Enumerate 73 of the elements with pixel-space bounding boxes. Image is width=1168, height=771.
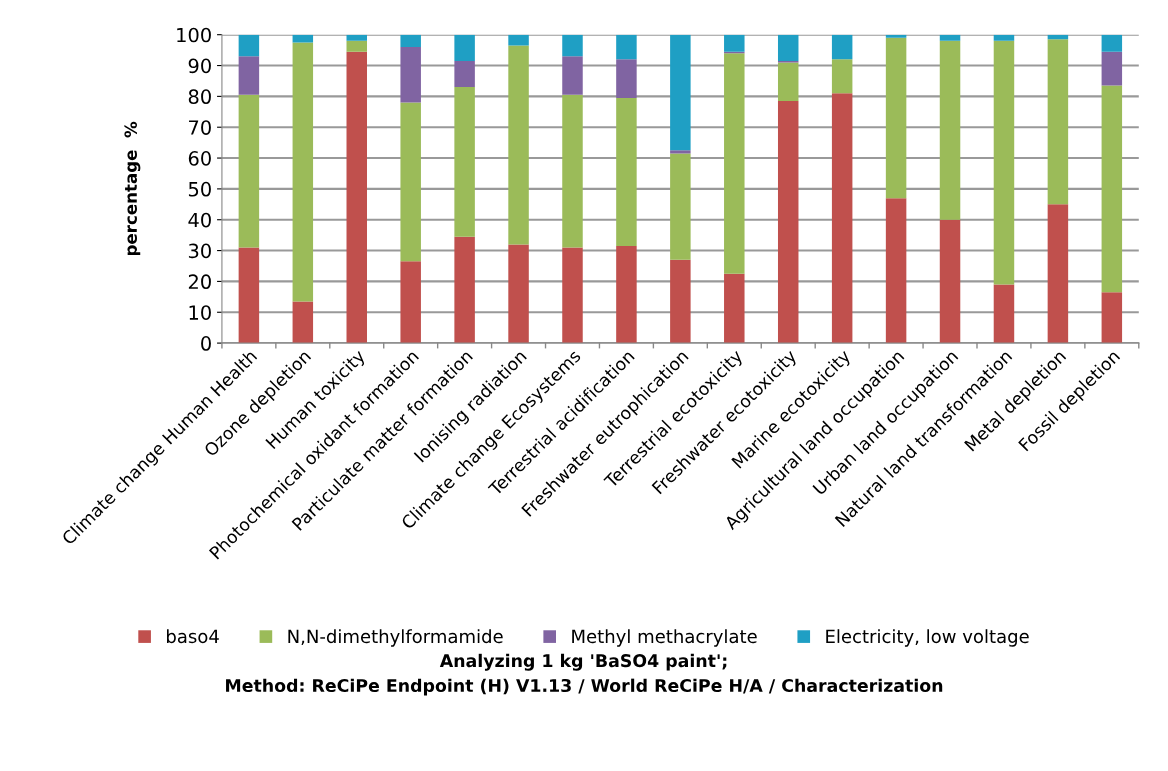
bar — [346, 51, 367, 344]
bar — [1101, 51, 1123, 86]
bar — [454, 34, 475, 61]
y-tick-label: 30 — [188, 243, 211, 259]
bar — [238, 56, 260, 95]
bar — [777, 101, 799, 344]
bar — [831, 34, 853, 60]
bar — [670, 259, 691, 344]
bar — [724, 273, 745, 344]
legend-label: N,N-dimethylformamide — [288, 629, 503, 647]
bar — [508, 45, 529, 245]
bar — [616, 245, 637, 344]
bar — [777, 34, 799, 61]
y-tick-label: 40 — [188, 212, 211, 228]
bar — [724, 34, 745, 52]
bar — [400, 102, 421, 262]
y-tick-label: 0 — [201, 336, 211, 351]
bar — [562, 34, 583, 57]
y-tick-label: 70 — [189, 120, 211, 135]
bar — [238, 94, 260, 248]
y-tick-label: 50 — [188, 181, 211, 197]
bar — [508, 244, 529, 344]
bar — [400, 34, 421, 48]
bar — [670, 34, 691, 151]
y-tick-label: 90 — [188, 58, 211, 74]
bar — [346, 34, 367, 41]
bar — [346, 40, 367, 52]
bar — [939, 34, 961, 41]
legend-label: Electricity, low voltage — [826, 629, 1029, 647]
bar — [400, 261, 421, 344]
bar — [1101, 34, 1123, 52]
bar — [400, 47, 421, 103]
bar — [292, 42, 314, 302]
bar — [993, 34, 1015, 41]
bar — [562, 56, 583, 95]
bar — [292, 301, 314, 344]
bar — [1101, 292, 1123, 344]
bar — [885, 198, 907, 344]
bar — [454, 236, 475, 344]
bar — [777, 62, 799, 101]
bar — [831, 93, 853, 344]
bar — [562, 94, 583, 248]
bar — [670, 150, 691, 154]
bar — [885, 37, 907, 199]
bar — [670, 153, 691, 260]
bar — [993, 40, 1015, 285]
legend-label: Methyl methacrylate — [572, 629, 757, 647]
text: Analyzing 1 kg 'BaSO4 paint'; Method: ReCiPe Endpoint (H) V1.13 / World ReCiPe H/A / Characterization — [226, 653, 943, 696]
bar — [939, 40, 961, 220]
bar — [616, 59, 637, 98]
bar — [939, 219, 961, 344]
bar — [885, 34, 907, 38]
bar — [724, 53, 745, 274]
bar — [616, 97, 637, 246]
bar — [562, 247, 583, 344]
bar — [1047, 204, 1069, 344]
y-tick-label: 100 — [177, 27, 211, 43]
legend-label: baso4 — [167, 629, 219, 644]
bar — [616, 34, 637, 60]
bar — [1101, 85, 1123, 293]
bar — [454, 87, 475, 237]
y-axis-title: percentage % — [124, 121, 141, 256]
bar — [831, 59, 853, 94]
bar — [508, 34, 529, 46]
y-tick-label: 80 — [188, 89, 211, 105]
bar — [238, 34, 260, 57]
bar — [238, 247, 260, 344]
y-tick-label: 60 — [188, 151, 211, 166]
y-tick-label: 10 — [189, 305, 211, 320]
y-tick-label: 20 — [188, 274, 211, 290]
bar — [1047, 39, 1069, 205]
bar — [993, 284, 1015, 344]
bar — [454, 60, 475, 88]
